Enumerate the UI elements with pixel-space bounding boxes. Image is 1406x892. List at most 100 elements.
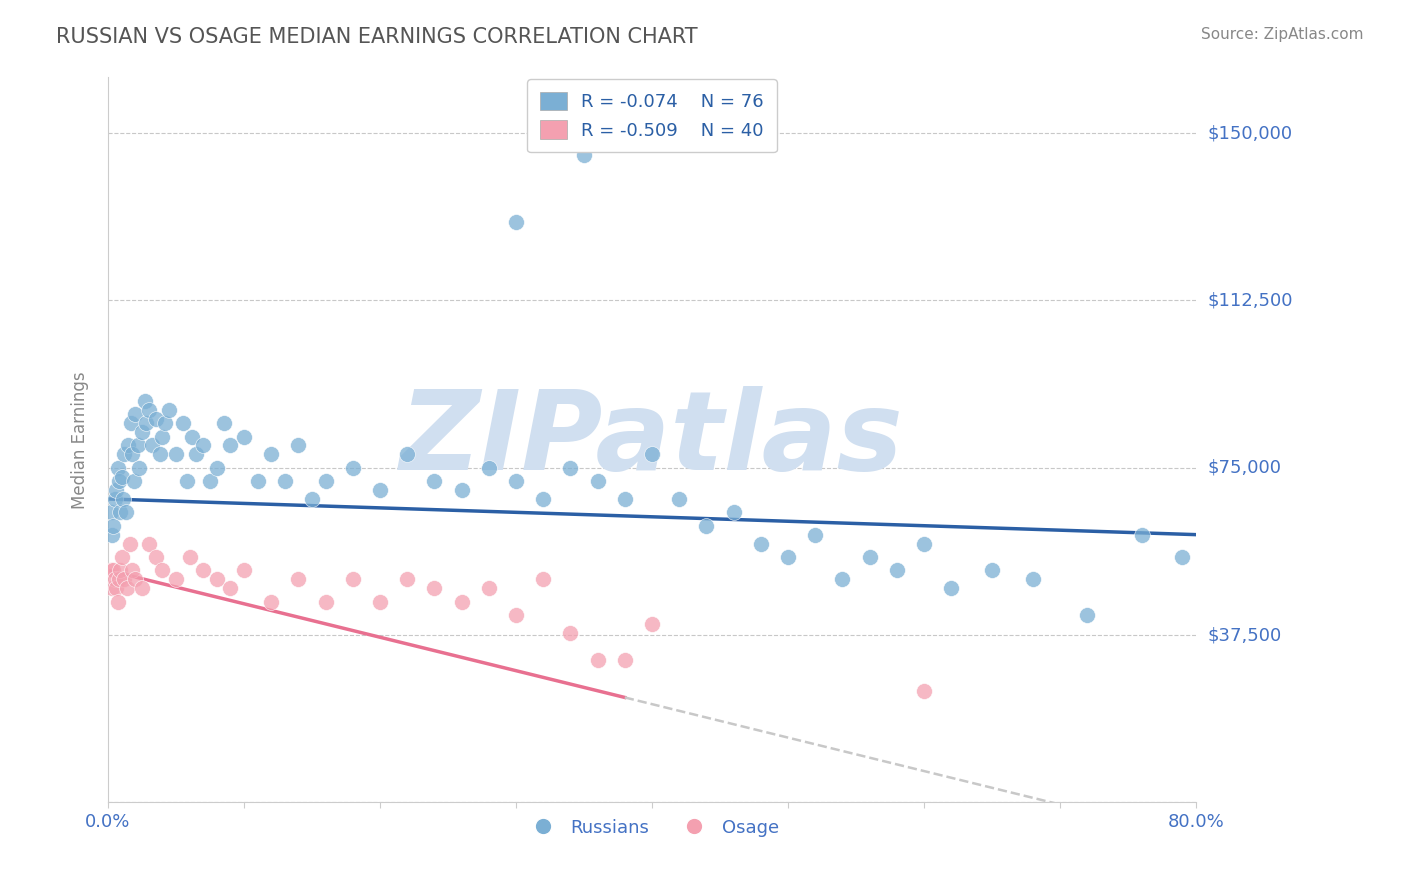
Legend: Russians, Osage: Russians, Osage xyxy=(517,812,786,844)
Point xyxy=(641,447,664,461)
Point xyxy=(124,407,146,421)
Point xyxy=(1076,607,1098,622)
Point xyxy=(100,563,122,577)
Point xyxy=(423,474,446,488)
Point xyxy=(886,563,908,577)
Text: $150,000: $150,000 xyxy=(1208,124,1292,142)
Point xyxy=(138,402,160,417)
Point xyxy=(128,460,150,475)
Point xyxy=(219,438,242,452)
Point xyxy=(150,429,173,443)
Point xyxy=(150,563,173,577)
Point xyxy=(121,563,143,577)
Point xyxy=(179,549,201,564)
Point xyxy=(478,581,501,595)
Point xyxy=(181,429,204,443)
Point xyxy=(478,460,501,475)
Point xyxy=(531,491,554,506)
Point xyxy=(103,563,125,577)
Point xyxy=(107,460,129,475)
Point xyxy=(157,402,180,417)
Point xyxy=(505,215,527,229)
Point xyxy=(101,581,124,595)
Point xyxy=(122,474,145,488)
Point xyxy=(112,572,135,586)
Point xyxy=(110,563,132,577)
Point xyxy=(396,447,419,461)
Point xyxy=(176,474,198,488)
Point xyxy=(114,505,136,519)
Point xyxy=(145,549,167,564)
Point xyxy=(193,563,215,577)
Y-axis label: Median Earnings: Median Earnings xyxy=(72,371,89,508)
Point xyxy=(368,483,391,497)
Point xyxy=(219,581,242,595)
Point xyxy=(613,491,636,506)
Point xyxy=(108,572,131,586)
Point xyxy=(246,474,269,488)
Point xyxy=(104,491,127,506)
Point xyxy=(260,594,283,608)
Point xyxy=(138,536,160,550)
Text: RUSSIAN VS OSAGE MEDIAN EARNINGS CORRELATION CHART: RUSSIAN VS OSAGE MEDIAN EARNINGS CORRELA… xyxy=(56,27,697,46)
Text: Source: ZipAtlas.com: Source: ZipAtlas.com xyxy=(1201,27,1364,42)
Point xyxy=(205,572,228,586)
Point xyxy=(120,416,142,430)
Point xyxy=(110,549,132,564)
Point xyxy=(205,460,228,475)
Point xyxy=(831,572,853,586)
Point xyxy=(233,563,256,577)
Point xyxy=(505,474,527,488)
Point xyxy=(100,505,122,519)
Point xyxy=(127,438,149,452)
Point xyxy=(1130,527,1153,541)
Point xyxy=(165,447,187,461)
Point xyxy=(858,549,880,564)
Point xyxy=(505,607,527,622)
Point xyxy=(260,447,283,461)
Point xyxy=(110,469,132,483)
Point xyxy=(233,429,256,443)
Point xyxy=(668,491,690,506)
Point xyxy=(450,483,472,497)
Point xyxy=(186,447,208,461)
Point xyxy=(396,572,419,586)
Point xyxy=(101,527,124,541)
Point xyxy=(572,148,595,162)
Point xyxy=(613,652,636,666)
Point xyxy=(198,474,221,488)
Point xyxy=(124,572,146,586)
Point xyxy=(107,594,129,608)
Point xyxy=(104,572,127,586)
Point xyxy=(117,438,139,452)
Point xyxy=(105,483,128,497)
Point xyxy=(108,474,131,488)
Point xyxy=(941,581,963,595)
Point xyxy=(193,438,215,452)
Point xyxy=(135,416,157,430)
Point xyxy=(586,474,609,488)
Point xyxy=(723,505,745,519)
Point xyxy=(1022,572,1045,586)
Point xyxy=(145,411,167,425)
Point xyxy=(103,518,125,533)
Point xyxy=(641,616,664,631)
Point xyxy=(131,581,153,595)
Point xyxy=(131,425,153,439)
Point xyxy=(586,652,609,666)
Point xyxy=(118,536,141,550)
Point xyxy=(141,438,163,452)
Point xyxy=(981,563,1004,577)
Text: $37,500: $37,500 xyxy=(1208,626,1281,644)
Point xyxy=(342,460,364,475)
Point xyxy=(912,683,935,698)
Text: ZIPatlas: ZIPatlas xyxy=(401,386,904,493)
Text: $112,500: $112,500 xyxy=(1208,292,1292,310)
Point xyxy=(342,572,364,586)
Point xyxy=(1171,549,1194,564)
Point xyxy=(274,474,297,488)
Point xyxy=(423,581,446,595)
Point xyxy=(315,594,337,608)
Point xyxy=(149,447,172,461)
Point xyxy=(212,416,235,430)
